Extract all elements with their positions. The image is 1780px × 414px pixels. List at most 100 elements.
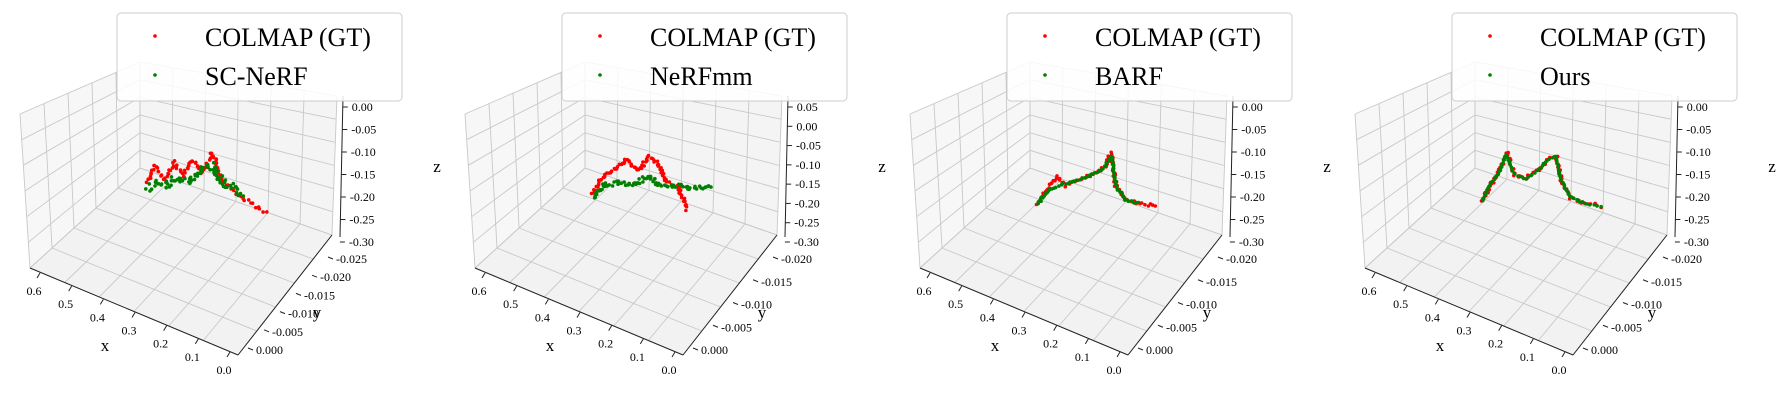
grid-line-z: [26, 132, 334, 218]
grid-line-z: [24, 114, 335, 192]
pred-point: [159, 183, 163, 187]
pred-point: [1108, 155, 1113, 159]
pred-point: [196, 171, 200, 176]
x-tick-label: 0.3: [122, 324, 137, 338]
gt-point: [609, 169, 614, 173]
pred-point: [220, 174, 225, 178]
z-axis-line: [1229, 95, 1234, 238]
x-tick-label: 0.5: [948, 297, 963, 311]
x-tick-label: 0.2: [153, 337, 168, 351]
x-tick-mark: [99, 299, 104, 305]
pred-point: [607, 183, 611, 187]
pred-point: [1556, 165, 1560, 169]
gt-point: [627, 159, 632, 164]
x-tick-mark: [608, 325, 613, 331]
gt-point: [211, 155, 216, 160]
pred-point: [1530, 172, 1534, 177]
x-tick-mark: [513, 285, 518, 292]
x-axis-line: [474, 267, 684, 356]
pred-point: [188, 175, 193, 180]
pred-point: [1112, 171, 1116, 176]
x-tick-label: 0.2: [1043, 337, 1058, 351]
pred-point: [1057, 184, 1061, 188]
x-tick-mark: [36, 272, 41, 279]
gt-point: [1139, 201, 1144, 205]
x-axis-label: x: [101, 336, 110, 355]
x-tick-mark: [1084, 338, 1089, 345]
pred-point: [594, 192, 599, 197]
pred-point: [641, 180, 645, 184]
gt-point: [642, 164, 646, 168]
gt-point: [1143, 202, 1147, 207]
gt-point: [1057, 178, 1062, 182]
back-wall-pane: [585, 62, 782, 235]
y-tick-mark: [295, 292, 302, 296]
z-tick-label: -0.20: [1240, 190, 1265, 204]
x-tick-label: 0.6: [1362, 284, 1377, 298]
legend-frame: [1451, 12, 1738, 102]
pred-point: [213, 165, 218, 169]
pred-point: [593, 195, 597, 200]
z-tick-label: -0.15: [1240, 168, 1265, 182]
x-tick-mark: [481, 272, 486, 279]
z-axis-line: [784, 95, 789, 238]
y-tick-label: 0.000: [1591, 343, 1618, 357]
gt-point: [182, 168, 187, 173]
pred-point: [235, 187, 240, 191]
gt-point: [246, 198, 251, 202]
gt-point: [1054, 176, 1059, 181]
y-tick-label: -0.020: [1671, 252, 1702, 266]
floor-pane: [30, 168, 332, 355]
legend-entry: COLMAP (GT): [205, 23, 371, 52]
pred-point: [1132, 201, 1136, 205]
gt-point: [622, 157, 627, 162]
pred-point: [1533, 171, 1537, 175]
z-tick-label: -0.05: [351, 123, 376, 137]
legend-entry: COLMAP (GT): [650, 23, 816, 52]
gt-point: [209, 151, 214, 156]
pred-point: [233, 184, 238, 189]
plot-panel-3: 0.6 0.5 0.4 0.3 0.2 0.1 0.0 x 0.000 -0.005 -0.010 -…: [909, 12, 1331, 377]
z-tick-label: -0.25: [1239, 213, 1264, 227]
y-tick-label: -0.015: [1206, 275, 1237, 289]
gt-point: [655, 159, 660, 164]
x-tick-mark: [1561, 351, 1566, 358]
pred-point: [640, 175, 645, 179]
z-tick-label: 0.00: [796, 119, 817, 133]
y-tick-mark: [327, 256, 334, 260]
gt-point: [652, 160, 656, 164]
x-tick-mark: [926, 272, 931, 279]
pred-point: [1516, 174, 1520, 178]
pred-point: [165, 182, 170, 186]
x-tick-mark: [1053, 325, 1058, 331]
grid-line-z: [469, 114, 780, 192]
z-tick-label: -0.10: [1686, 145, 1711, 159]
legend-entry: BARF: [1095, 62, 1163, 91]
pred-point: [1580, 200, 1585, 204]
plot-panel-1: 0.6 0.5 0.4 0.3 0.2 0.1 0.0 x 0.000 -0.005 -0.010 -…: [19, 12, 441, 377]
y-tick-label: -0.005: [1611, 320, 1642, 334]
gt-point: [656, 162, 661, 167]
z-tick-label: -0.30: [794, 235, 819, 249]
pred-point: [234, 190, 239, 195]
legend-marker-gt: [1488, 34, 1492, 38]
pred-point: [1584, 202, 1588, 206]
y-tick-mark: [732, 302, 739, 305]
pred-point: [218, 179, 222, 184]
pred-point: [215, 177, 219, 182]
gt-point: [250, 201, 255, 205]
z-tick-label: -0.05: [796, 139, 821, 153]
pred-point: [1562, 183, 1567, 188]
z-tick-label: -0.30: [1684, 235, 1709, 249]
pred-point: [1547, 157, 1551, 161]
pred-point: [211, 160, 216, 165]
z-axis-label: z: [433, 157, 441, 176]
gt-point: [1049, 181, 1053, 186]
x-tick-mark: [958, 285, 963, 292]
pred-point: [216, 169, 220, 173]
pred-point: [1053, 185, 1058, 190]
gt-point: [149, 171, 153, 176]
y-tick-mark: [311, 274, 318, 278]
z-tick-label: 0.00: [1242, 100, 1263, 114]
grid-line-z: [914, 114, 1225, 192]
